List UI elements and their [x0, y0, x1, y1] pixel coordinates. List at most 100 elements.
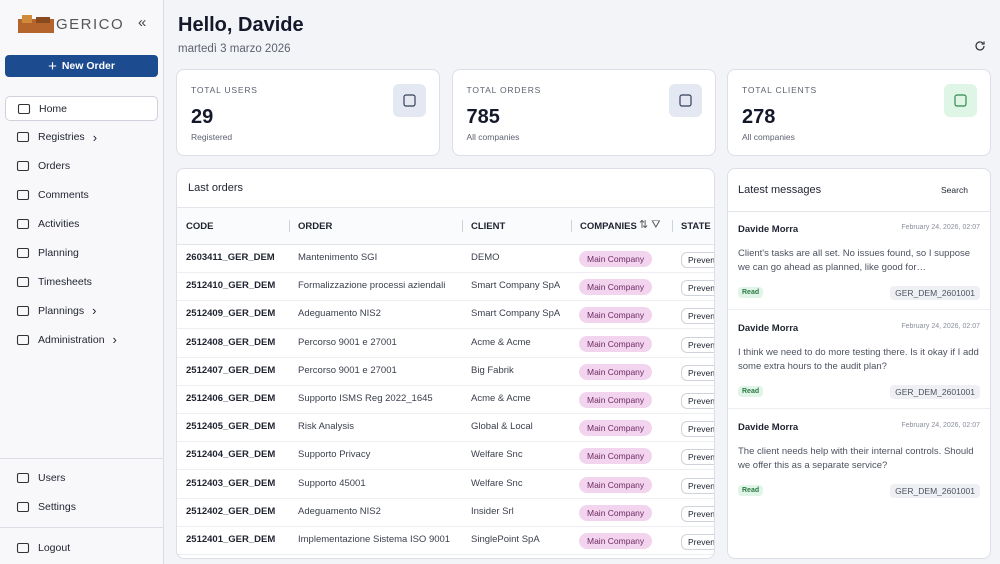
- refresh-button[interactable]: [974, 40, 986, 52]
- nav-label: Logout: [38, 541, 71, 554]
- state-cell: Preven: [681, 447, 714, 466]
- row-divider: [177, 469, 714, 471]
- state-cell: Preven: [681, 335, 714, 353]
- row-divider: [177, 497, 714, 499]
- new-order-label: New Order: [61, 60, 115, 72]
- row-divider: [177, 384, 714, 386]
- order-ref[interactable]: GER_DEM_2601001: [890, 385, 980, 399]
- column-header[interactable]: CLIENT: [471, 221, 506, 232]
- table-cell: Percorso 9001 e 27001: [298, 364, 397, 376]
- nav-item[interactable]: Logout: [5, 535, 158, 560]
- nav-label: Settings: [38, 500, 76, 513]
- nav-icon: [16, 132, 30, 143]
- collapse-button[interactable]: «: [138, 14, 147, 31]
- search-button[interactable]: Search: [941, 185, 968, 195]
- order-code[interactable]: 2512409_GER_DEM: [186, 308, 276, 320]
- order-code[interactable]: 2512407_GER_DEM: [186, 364, 276, 376]
- nav-item[interactable]: Administration ›: [5, 327, 158, 352]
- message-date: February 24, 2026, 02:07: [901, 323, 980, 330]
- logo-icon: [18, 15, 54, 33]
- company-cell: Main Company: [579, 503, 653, 521]
- company-cell: Main Company: [579, 277, 653, 296]
- chevron: ›: [112, 332, 117, 348]
- stat-value: 29: [191, 106, 214, 128]
- order-code[interactable]: 2512402_GER_DEM: [186, 505, 276, 517]
- nav-item[interactable]: Timesheets: [5, 269, 158, 294]
- table-cell: Acme & Acme: [471, 336, 531, 348]
- state-pill: Preven: [681, 449, 714, 466]
- divider: [0, 527, 163, 528]
- company-cell: Main Company: [579, 249, 653, 267]
- page-date: martedì 3 marzo 2026: [178, 43, 291, 55]
- sort-filter-icons[interactable]: ⇅ ⛛: [639, 218, 661, 232]
- stat-card: TOTAL CLIENTS 278 All companies: [727, 69, 991, 156]
- company-pill: Main Company: [579, 251, 653, 267]
- table-header-bg: [177, 208, 714, 245]
- nav-item[interactable]: Activities: [5, 212, 158, 237]
- order-code[interactable]: 2512405_GER_DEM: [186, 421, 276, 433]
- column-header[interactable]: STATE: [681, 221, 711, 232]
- sidebar: GERICO « + New Order Home Registries › Orde…: [0, 0, 164, 564]
- nav-label: Users: [38, 471, 66, 484]
- state-pill: Preven: [681, 421, 714, 438]
- nav-item[interactable]: Orders: [5, 154, 158, 179]
- card-title: Last orders: [188, 182, 244, 194]
- column-header[interactable]: ORDER: [298, 221, 333, 232]
- table-cell: Adeguamento NIS2: [298, 505, 381, 517]
- message-author: Davide Morra: [738, 224, 799, 235]
- table-cell: Formalizzazione processi aziendali: [298, 280, 446, 292]
- status-pill: Read: [738, 386, 764, 397]
- order-code[interactable]: 2512403_GER_DEM: [186, 477, 276, 489]
- nav-label: Activities: [38, 218, 80, 231]
- state-pill: Preven: [681, 534, 714, 550]
- state-pill: Preven: [681, 308, 714, 325]
- company-pill: Main Company: [579, 533, 653, 549]
- column-header[interactable]: CODE: [186, 221, 214, 232]
- filter-icon[interactable]: ⛛: [651, 219, 661, 231]
- chevron: ›: [92, 303, 97, 319]
- state-pill: Preven: [681, 252, 714, 268]
- nav-item[interactable]: Settings: [5, 494, 158, 519]
- page-title: Hello, Davide: [178, 14, 304, 36]
- message-divider: [728, 408, 990, 409]
- nav-item[interactable]: Comments: [5, 183, 158, 208]
- order-ref[interactable]: GER_DEM_2601001: [890, 484, 980, 498]
- stat-value: 278: [742, 106, 776, 128]
- message-date: February 24, 2026, 02:07: [901, 422, 980, 429]
- new-order-button[interactable]: + New Order: [5, 55, 158, 77]
- messages-card: Latest messages Search Davide Morra Februar…: [727, 168, 991, 559]
- state-pill: Preven: [681, 336, 714, 353]
- nav-item[interactable]: Plannings ›: [5, 298, 158, 323]
- nav-item[interactable]: Home: [5, 96, 158, 121]
- table-cell: Smart Company SpA: [471, 308, 561, 320]
- order-code[interactable]: 2512410_GER_DEM: [186, 280, 276, 292]
- order-code[interactable]: 2603411_GER_DEM: [186, 252, 275, 263]
- company-pill: Main Company: [579, 363, 653, 380]
- company-cell: Main Company: [579, 390, 653, 408]
- company-pill: Main Company: [579, 476, 653, 493]
- order-code[interactable]: 2512408_GER_DEM: [186, 336, 276, 348]
- company-pill: Main Company: [579, 392, 653, 408]
- nav-icon: [16, 276, 30, 287]
- order-ref[interactable]: GER_DEM_2601001: [890, 286, 980, 300]
- nav-item[interactable]: Users: [5, 465, 158, 490]
- column-header[interactable]: COMPANIES: [580, 221, 637, 232]
- nav-item[interactable]: Planning: [5, 241, 158, 266]
- table-cell: Welfare Snc: [471, 477, 523, 489]
- logo-text: GERICO: [56, 16, 125, 33]
- stat-icon: [944, 84, 977, 117]
- sort-icon[interactable]: ⇅: [639, 219, 649, 231]
- row-divider: [177, 328, 714, 330]
- order-code[interactable]: 2512401_GER_DEM: [186, 534, 276, 545]
- table-cell: Global & Local: [471, 421, 533, 433]
- company-cell: Main Company: [579, 531, 653, 549]
- order-code[interactable]: 2512404_GER_DEM: [186, 449, 276, 461]
- nav-item[interactable]: Registries ›: [5, 125, 158, 150]
- state-cell: Preven: [681, 306, 714, 325]
- nav-label: Home: [39, 102, 68, 115]
- order-code[interactable]: 2512406_GER_DEM: [186, 393, 276, 404]
- table-cell: Adeguamento NIS2: [298, 308, 381, 320]
- row-divider: [177, 272, 714, 273]
- state-pill: Preven: [681, 364, 714, 381]
- state-cell: Preven: [681, 278, 714, 297]
